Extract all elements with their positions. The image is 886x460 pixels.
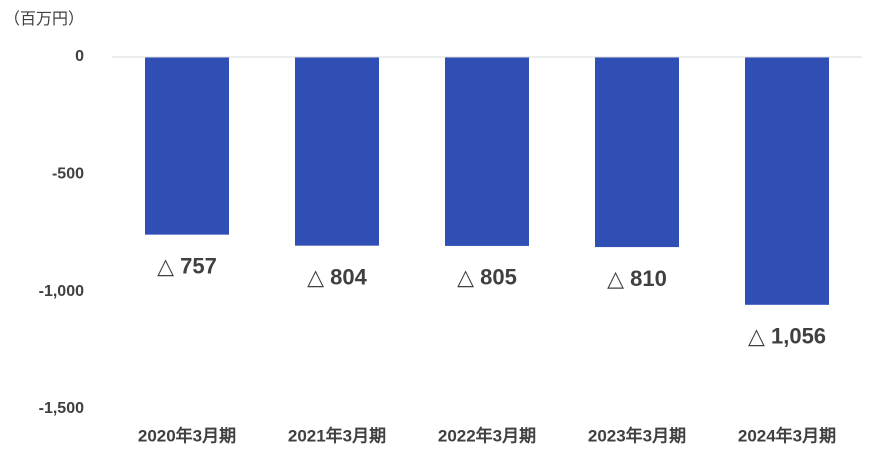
bar [745, 57, 829, 305]
x-tick-label: 2020年3月期 [138, 425, 236, 445]
x-tick-label: 2024年3月期 [738, 425, 836, 445]
unit-label: （百万円） [4, 10, 84, 28]
y-tick-label: 0 [75, 48, 84, 65]
x-tick-label: 2023年3月期 [588, 425, 686, 445]
value-label: △ 804 [307, 264, 368, 289]
y-tick-label: -1,500 [39, 400, 84, 417]
value-label: △ 757 [157, 253, 217, 278]
x-tick-label: 2021年3月期 [288, 425, 386, 445]
bar [595, 57, 679, 248]
bar [445, 57, 529, 246]
y-tick-label: -500 [52, 166, 84, 183]
value-label: △ 805 [457, 265, 517, 290]
value-label: △ 810 [607, 266, 667, 291]
bar [145, 57, 229, 235]
bar [295, 57, 379, 246]
x-tick-label: 2022年3月期 [438, 425, 536, 445]
y-tick-label: -1,000 [39, 283, 84, 300]
value-label: △ 1,056 [748, 324, 826, 349]
